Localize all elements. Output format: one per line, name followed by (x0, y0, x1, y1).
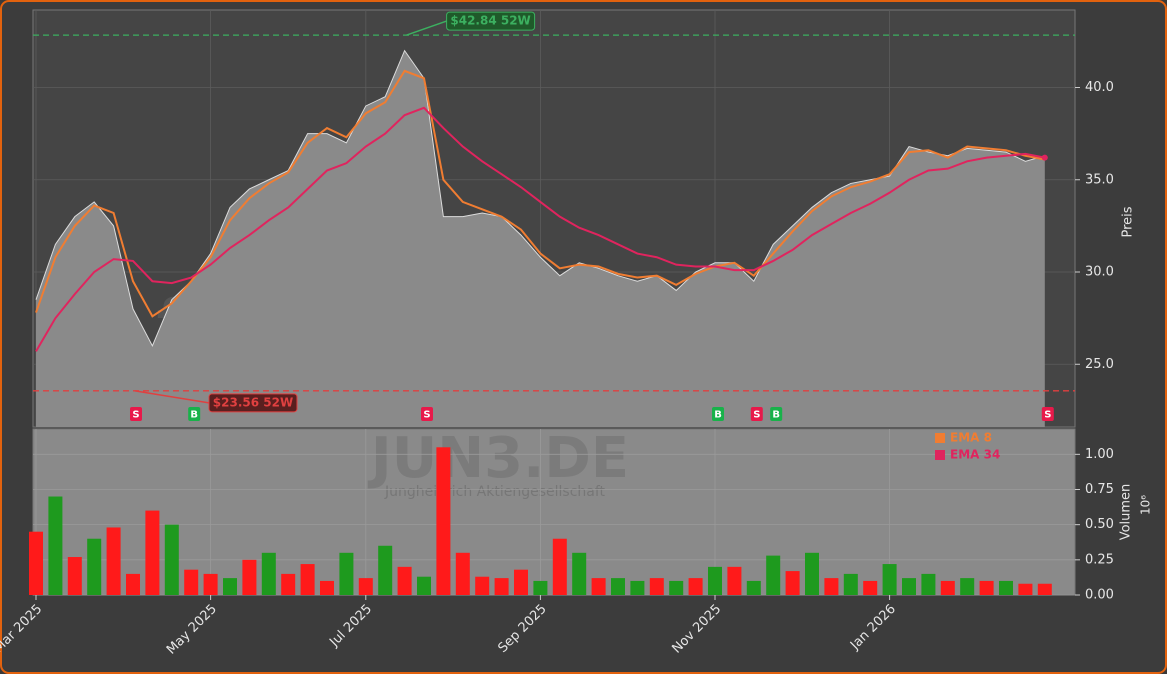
signal-label: S (423, 410, 430, 421)
volume-bar (708, 566, 722, 595)
volume-bar (281, 573, 296, 595)
signal-marker (188, 407, 201, 421)
volume-bar (921, 573, 936, 595)
signal-label: B (190, 410, 198, 421)
volume-bar (184, 569, 199, 595)
high-label-box (446, 11, 536, 31)
volume-bar (29, 531, 43, 595)
signal-label: B (714, 410, 722, 421)
volume-bar (902, 578, 916, 595)
volume-bar (591, 578, 606, 595)
volume-bar (106, 527, 121, 595)
y2-tick-label: 0.50 (1085, 517, 1114, 532)
volume-bar (494, 578, 509, 595)
volume-bar (960, 578, 975, 595)
high-label: $42.84 52W (450, 14, 530, 28)
volume-bar (203, 573, 218, 595)
volume-bar (611, 578, 625, 595)
volume-bar (979, 580, 994, 595)
legend-swatch (935, 450, 945, 460)
high-arrow (406, 20, 447, 36)
volume-bar (397, 566, 412, 595)
volume-bar (649, 578, 664, 595)
legend-swatch (935, 433, 945, 443)
volume-bar (455, 552, 470, 595)
signal-label: S (1044, 410, 1051, 421)
price-line-area (36, 50, 1045, 427)
volume-bar (300, 564, 315, 595)
volume-bar (126, 573, 140, 595)
volume-bar (572, 552, 587, 595)
volume-bar (630, 580, 645, 595)
ema-34-line (35, 106, 1045, 352)
legend-label: EMA 8 (950, 431, 992, 445)
volume-bar (67, 557, 82, 595)
signal-marker (1041, 407, 1054, 421)
signal-label: S (132, 410, 139, 421)
legend-label: EMA 34 (950, 448, 1000, 462)
volume-bar (164, 524, 179, 595)
volume-bar (552, 538, 567, 595)
volume-bar (843, 573, 858, 595)
volume-bar (339, 552, 354, 595)
y-tick-label: 35.0 (1085, 172, 1114, 187)
y2-axis-label: Volumen (1119, 484, 1134, 541)
volume-bar (261, 552, 276, 595)
volume-bar (320, 580, 334, 595)
company-watermark: Jungheinrich Aktiengesellschaft (384, 484, 606, 500)
volume-bar (746, 580, 761, 595)
y2-tick-label: 0.25 (1085, 552, 1114, 567)
signal-marker (712, 407, 724, 421)
volume-bar (863, 580, 878, 595)
volume-bar (436, 447, 451, 595)
volume-bar (766, 555, 781, 595)
volume-bar (378, 545, 393, 595)
volume-bar (1037, 583, 1052, 595)
volume-bar (1018, 583, 1033, 595)
y2-tick-label: 1.00 (1085, 447, 1114, 462)
volume-bar (785, 571, 800, 595)
volume-bar (999, 580, 1013, 595)
volume-bar (87, 538, 102, 595)
signal-marker (770, 407, 783, 421)
volume-bar (940, 580, 955, 595)
ema-8-line (35, 69, 1045, 318)
signal-marker (750, 407, 763, 421)
y-tick-label: 40.0 (1085, 80, 1114, 95)
signal-label: S (753, 410, 760, 421)
volume-bar (223, 578, 237, 595)
volume-bar (824, 578, 839, 595)
signal-marker (130, 407, 142, 421)
volume-bar (882, 564, 897, 595)
volume-bar (533, 580, 548, 595)
volume-bar (475, 576, 490, 595)
volume-bar (417, 576, 431, 595)
ticker-watermark: JUN3.DE (367, 426, 629, 491)
volume-bar (805, 552, 819, 595)
volume-bar (48, 496, 63, 595)
y-axis-label: Preis (1121, 206, 1136, 237)
volume-bar (727, 566, 742, 595)
y-tick-label: 30.0 (1085, 265, 1114, 280)
low-label-box (208, 393, 298, 413)
ema-34-end (1041, 154, 1048, 161)
volume-bar (514, 569, 528, 595)
signal-marker (421, 407, 433, 421)
y-tick-label: 25.0 (1085, 357, 1114, 372)
volume-bar (145, 510, 160, 595)
y2-tick-label: 0.00 (1085, 588, 1114, 603)
low-label: $23.56 52W (213, 395, 293, 409)
volume-bar (242, 559, 257, 595)
y2-offset: 10⁶ (1139, 495, 1153, 515)
y2-tick-label: 0.75 (1085, 482, 1114, 497)
volume-bar (688, 578, 703, 595)
signal-label: B (772, 410, 780, 421)
volume-bar (669, 580, 684, 595)
volume-bar (358, 578, 373, 595)
low-arrow (134, 390, 210, 404)
